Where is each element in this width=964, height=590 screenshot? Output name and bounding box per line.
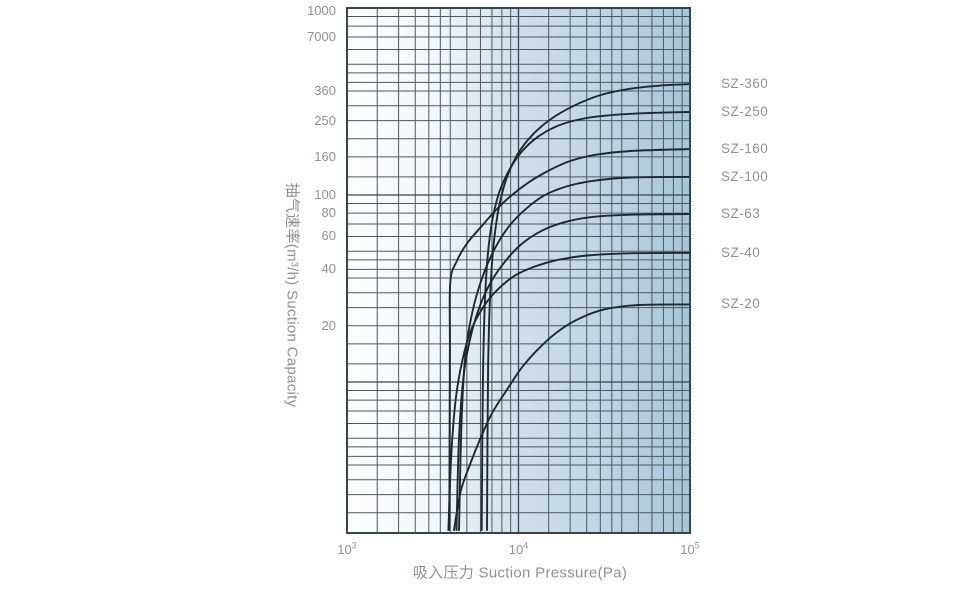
series-label-sz-360: SZ-360	[721, 76, 769, 92]
series-label-sz-40: SZ-40	[721, 244, 761, 260]
plot-border	[346, 7, 691, 534]
x-tick-label: 105	[680, 540, 700, 557]
curve-sz-160	[448, 148, 690, 531]
series-label-sz-160: SZ-160	[721, 141, 769, 157]
y-tick-label: 100	[314, 187, 336, 202]
x-axis-title: 吸入压力 Suction Pressure(Pa)	[412, 564, 628, 582]
y-tick-label: 40	[321, 261, 336, 277]
series-label-sz-63: SZ-63	[721, 206, 761, 222]
curve-sz-63	[455, 213, 690, 531]
y-tick-label: 360	[314, 82, 336, 98]
curve-sz-40	[447, 251, 690, 531]
series-label-sz-100: SZ-100	[721, 168, 769, 184]
curve-sz-20	[452, 303, 690, 531]
curve-sz-360	[486, 83, 690, 531]
y-tick-label: 80	[321, 205, 336, 221]
series-label-sz-250: SZ-250	[721, 103, 769, 119]
series-label-sz-20: SZ-20	[721, 296, 761, 312]
y-tick-label: 60	[321, 228, 336, 244]
y-tick-label: 160	[314, 148, 336, 164]
capacity-curves	[447, 83, 690, 531]
y-tick-label: 1000	[307, 3, 336, 18]
x-tick-label: 103	[337, 540, 357, 557]
grid-lines	[347, 8, 690, 533]
x-tick-label: 104	[508, 540, 529, 557]
y-tick-label: 20	[321, 317, 336, 333]
y-tick-label: 7000	[307, 28, 336, 44]
curve-sz-250	[480, 111, 690, 531]
y-tick-label: 250	[314, 112, 336, 128]
